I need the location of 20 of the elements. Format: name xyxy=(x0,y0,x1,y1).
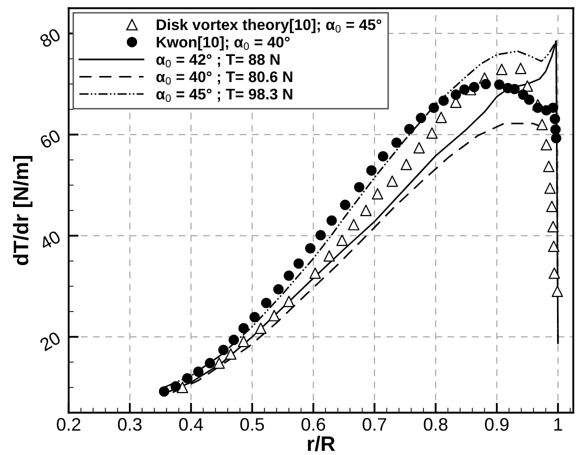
x-tick-label: 0.3 xyxy=(118,418,142,431)
y-tick-label: 80 xyxy=(38,28,62,48)
x-tick-label: 0.7 xyxy=(362,418,386,431)
y-tick-label: 20 xyxy=(39,331,62,352)
legend-label: Kwon[10]; α$_{0}$ = 40° xyxy=(156,36,290,51)
y-tick-label: 40 xyxy=(38,230,62,250)
x-tick-label: 0.6 xyxy=(301,418,326,431)
y-axis-title: dT/dr [N/m] xyxy=(13,156,32,266)
x-tick-label: 0.4 xyxy=(179,418,204,431)
x-tick-label: 1 xyxy=(554,418,562,431)
legend-label: α$_{0}$ = 40° ; T= 80.6 N xyxy=(156,71,292,85)
legend-label: Disk vortex theory[10]; α$_{0}$ = 45° xyxy=(156,18,382,34)
x-tick-label: 0.8 xyxy=(424,418,448,431)
x-axis-title: r/R xyxy=(308,436,336,452)
x-tick-label: 0.2 xyxy=(56,418,80,431)
x-tick-label: 0.9 xyxy=(484,418,509,431)
y-tick-label: 60 xyxy=(39,128,62,150)
legend-label: α$_{0}$ = 45° ; T= 98.3 N xyxy=(156,88,292,102)
x-tick-label: 0.5 xyxy=(240,418,264,431)
legend-label: α$_{0}$ = 42° ; T= 88 N xyxy=(156,54,280,68)
